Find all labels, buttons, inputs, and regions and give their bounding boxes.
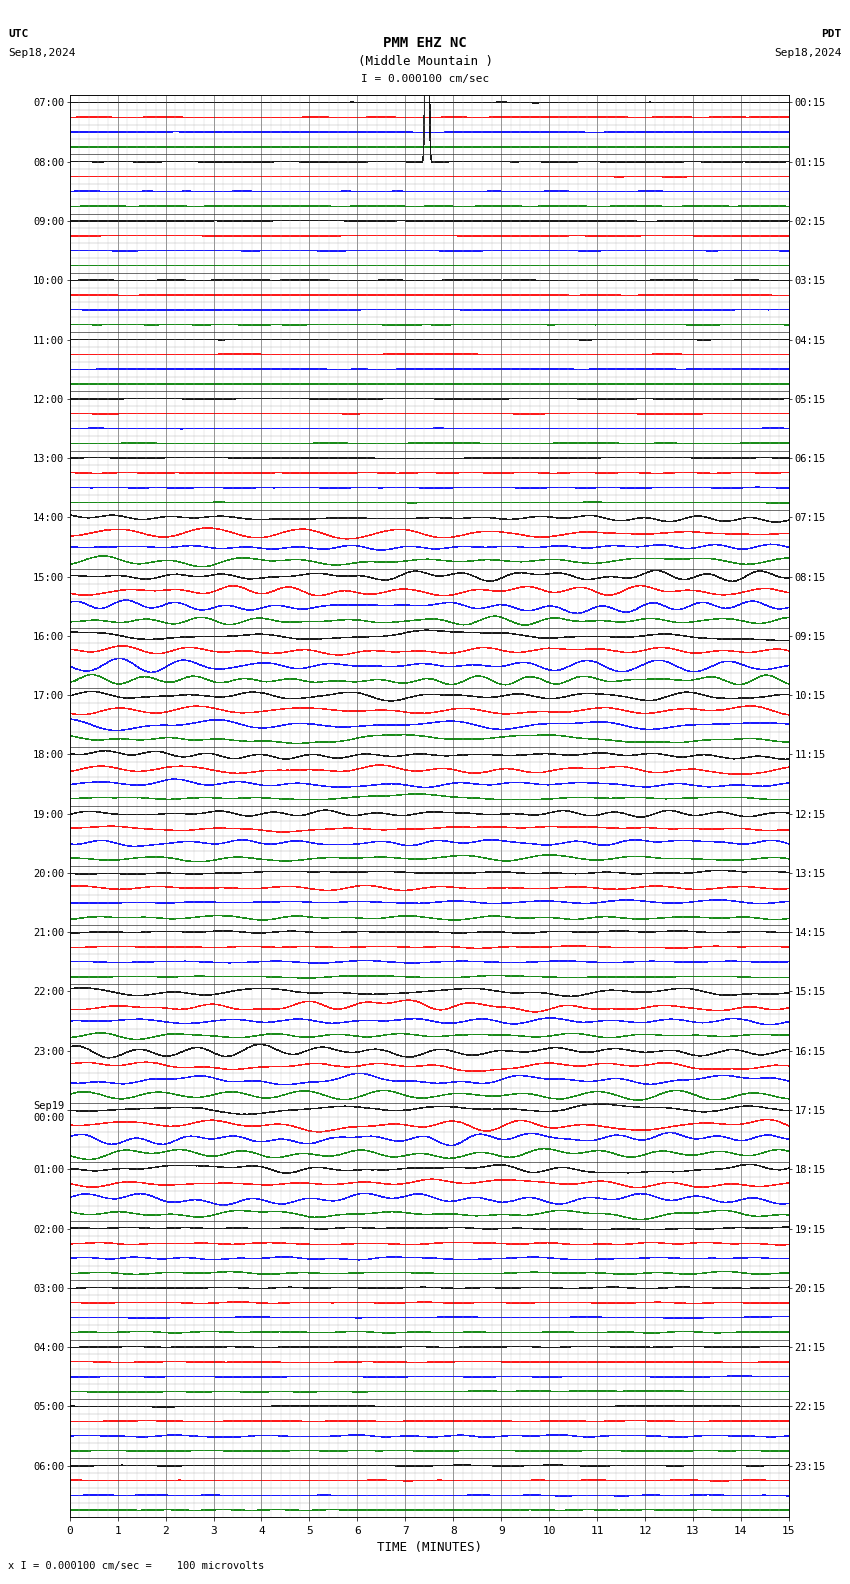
Text: I = 0.000100 cm/sec: I = 0.000100 cm/sec <box>361 74 489 84</box>
X-axis label: TIME (MINUTES): TIME (MINUTES) <box>377 1541 482 1554</box>
Text: UTC: UTC <box>8 29 29 38</box>
Text: PMM EHZ NC: PMM EHZ NC <box>383 36 467 51</box>
Text: x I = 0.000100 cm/sec =    100 microvolts: x I = 0.000100 cm/sec = 100 microvolts <box>8 1562 264 1571</box>
Text: PDT: PDT <box>821 29 842 38</box>
Text: Sep18,2024: Sep18,2024 <box>774 48 842 57</box>
Text: Sep18,2024: Sep18,2024 <box>8 48 76 57</box>
Text: (Middle Mountain ): (Middle Mountain ) <box>358 55 492 68</box>
